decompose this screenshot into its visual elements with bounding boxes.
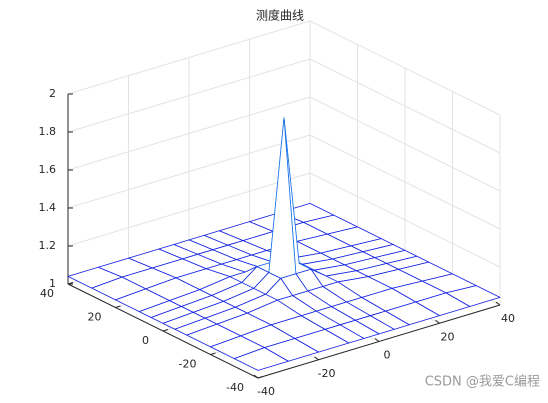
x-tick <box>374 338 380 342</box>
watermark: CSDN @我爱C编程 <box>425 375 540 390</box>
grid-line <box>309 96 501 192</box>
grid-line <box>309 134 501 230</box>
x-tick <box>435 319 440 324</box>
x-tick <box>253 374 259 379</box>
grid-line <box>67 96 311 171</box>
grid-line <box>67 134 311 209</box>
x-tick <box>314 356 319 361</box>
z-tick-label: 1.6 <box>39 163 57 176</box>
y-tick-label: 40 <box>40 287 54 300</box>
x-tick-label: -40 <box>257 385 275 398</box>
mesh-cell <box>233 347 289 371</box>
z-tick-label: 1.4 <box>39 201 57 214</box>
y-tick <box>67 282 74 285</box>
grid-line <box>67 58 311 133</box>
x-tick-label: 40 <box>501 312 515 325</box>
z-tick-label: 1.2 <box>39 239 57 252</box>
x-tick-label: 0 <box>384 349 391 362</box>
z-tick-label: 1.8 <box>39 125 57 138</box>
grid-line <box>309 58 501 154</box>
x-tick-label: -20 <box>318 367 336 380</box>
grid-line <box>67 172 311 247</box>
grid-line <box>309 20 501 116</box>
z-tick-label: 1 <box>49 277 56 290</box>
y-tick <box>257 376 264 379</box>
y-tick <box>115 305 121 308</box>
y-tick-label: -20 <box>179 358 197 371</box>
grid-line <box>67 20 311 95</box>
y-tick <box>210 352 216 355</box>
x-tick-label: 20 <box>441 330 455 343</box>
y-tick-label: 0 <box>142 334 149 347</box>
grid-line <box>309 172 501 268</box>
y-tick <box>162 329 169 332</box>
x-tick <box>495 301 501 306</box>
y-tick-label: -40 <box>226 381 244 394</box>
z-tick-label: 2 <box>49 87 56 100</box>
chart-title: 测度曲线 <box>256 8 304 23</box>
y-tick-label: 20 <box>88 311 102 324</box>
